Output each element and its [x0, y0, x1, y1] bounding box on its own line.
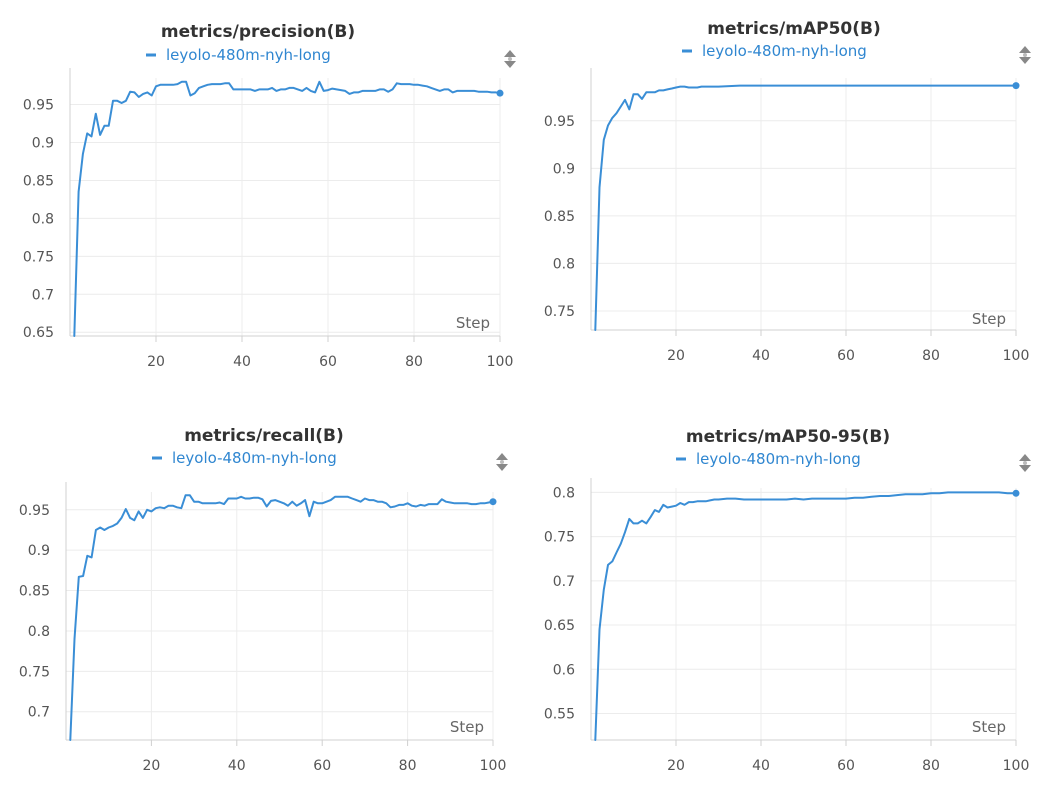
last-point-marker[interactable]	[496, 89, 504, 97]
x-tick-label: 80	[922, 758, 940, 774]
y-tick-label: 0.7	[32, 287, 54, 303]
y-tick-label: 0.95	[23, 98, 54, 114]
y-tick-label: 0.9	[32, 136, 54, 152]
series-line[interactable]	[594, 491, 1017, 741]
x-tick-label: 80	[922, 348, 940, 364]
y-tick-label: 0.55	[544, 706, 575, 722]
x-tick-label: 40	[228, 758, 246, 774]
x-tick-label: 100	[480, 758, 507, 774]
y-tick-label: 0.7	[28, 705, 50, 721]
x-tick-label: 40	[233, 354, 251, 370]
y-tick-label: 0.8	[553, 485, 575, 501]
legend-scroll-icon[interactable]	[496, 453, 508, 471]
x-tick-label: 100	[1003, 348, 1030, 364]
y-tick-label: 0.95	[19, 503, 50, 519]
x-tick-label: 60	[319, 354, 337, 370]
x-axis-label: Step	[456, 314, 490, 332]
x-axis-label: Step	[972, 718, 1006, 736]
chart-title: metrics/mAP50-95(B)	[686, 427, 890, 447]
chart-title: metrics/recall(B)	[184, 426, 344, 446]
chart-title: metrics/mAP50(B)	[707, 19, 880, 39]
chart-svg: metrics/recall(B) leyolo-480m-nyh-long 0.7…	[19, 426, 508, 774]
x-tick-label: 60	[837, 348, 855, 364]
x-axis-label: Step	[972, 310, 1006, 328]
chart-panel-recall: metrics/recall(B) leyolo-480m-nyh-long 0.7…	[0, 412, 520, 794]
legend-label: leyolo-480m-nyh-long	[702, 42, 867, 60]
chart-panel-map50: metrics/mAP50(B) leyolo-480m-nyh-long 0.75…	[520, 0, 1050, 390]
y-tick-label: 0.9	[553, 161, 575, 177]
series-line[interactable]	[73, 80, 501, 337]
y-tick-label: 0.75	[544, 304, 575, 320]
chart-svg: metrics/mAP50(B) leyolo-480m-nyh-long 0.75…	[544, 19, 1031, 364]
y-tick-label: 0.65	[544, 618, 575, 634]
y-tick-label: 0.7	[553, 574, 575, 590]
legend-label: leyolo-480m-nyh-long	[166, 46, 331, 64]
y-tick-label: 0.75	[19, 664, 50, 680]
y-tick-label: 0.85	[544, 209, 575, 225]
chart-title: metrics/precision(B)	[161, 22, 355, 42]
y-tick-label: 0.9	[28, 543, 50, 559]
legend-scroll-icon[interactable]	[504, 50, 516, 68]
legend-scroll-icon[interactable]	[1019, 46, 1031, 64]
x-axis-label: Step	[450, 718, 484, 736]
x-tick-label: 40	[752, 758, 770, 774]
y-tick-label: 0.8	[28, 624, 50, 640]
legend-label: leyolo-480m-nyh-long	[696, 450, 861, 468]
y-tick-label: 0.85	[19, 584, 50, 600]
x-tick-label: 60	[313, 758, 331, 774]
y-tick-label: 0.85	[23, 173, 54, 189]
y-tick-label: 0.8	[553, 256, 575, 272]
y-tick-label: 0.75	[23, 249, 54, 265]
x-tick-label: 100	[1003, 758, 1030, 774]
chart-panel-precision: metrics/precision(B) leyolo-480m-nyh-long…	[0, 0, 520, 390]
x-tick-label: 20	[667, 348, 685, 364]
legend[interactable]: leyolo-480m-nyh-long	[152, 449, 337, 467]
legend-label: leyolo-480m-nyh-long	[172, 449, 337, 467]
legend[interactable]: leyolo-480m-nyh-long	[146, 46, 331, 64]
legend[interactable]: leyolo-480m-nyh-long	[676, 450, 861, 468]
last-point-marker[interactable]	[489, 498, 497, 506]
y-tick-label: 0.6	[553, 662, 575, 678]
y-tick-label: 0.75	[544, 530, 575, 546]
last-point-marker[interactable]	[1012, 489, 1020, 497]
y-tick-label: 0.95	[544, 114, 575, 130]
series-line[interactable]	[69, 494, 494, 741]
y-tick-label: 0.8	[32, 211, 54, 227]
chart-svg: metrics/precision(B) leyolo-480m-nyh-long…	[23, 22, 516, 370]
series-line[interactable]	[594, 84, 1017, 331]
last-point-marker[interactable]	[1012, 82, 1020, 90]
x-tick-label: 40	[752, 348, 770, 364]
x-tick-label: 20	[667, 758, 685, 774]
chart-svg: metrics/mAP50-95(B) leyolo-480m-nyh-long 0…	[544, 427, 1031, 774]
legend-scroll-icon[interactable]	[1019, 454, 1031, 472]
x-tick-label: 80	[399, 758, 417, 774]
x-tick-label: 20	[147, 354, 165, 370]
x-tick-label: 100	[487, 354, 514, 370]
chart-panel-map50-95: metrics/mAP50-95(B) leyolo-480m-nyh-long 0…	[520, 412, 1050, 794]
legend[interactable]: leyolo-480m-nyh-long	[682, 42, 867, 60]
x-tick-label: 20	[142, 758, 160, 774]
x-tick-label: 80	[405, 354, 423, 370]
x-tick-label: 60	[837, 758, 855, 774]
y-tick-label: 0.65	[23, 325, 54, 341]
